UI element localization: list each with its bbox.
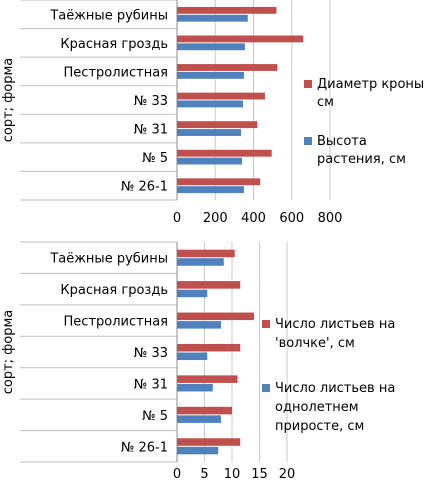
bar-red <box>177 92 265 100</box>
category-label: Пестролистная <box>64 315 168 330</box>
y-axis-title: сорт; форма <box>1 310 16 395</box>
bar-red <box>177 64 278 71</box>
legend-label: растения, см <box>317 152 406 167</box>
x-tick-label: 5 <box>200 467 208 482</box>
x-tick-label: 0 <box>173 467 181 482</box>
category-label: № 26-1 <box>121 440 168 455</box>
legend-label: приросте, см <box>275 419 364 434</box>
category-label: Красная гроздь <box>60 283 168 298</box>
legend-label: 'волчке', см <box>275 336 355 351</box>
x-tick-label: 0 <box>173 211 181 226</box>
bar-blue <box>177 352 208 361</box>
legend-swatch <box>262 320 270 328</box>
legend-swatch <box>262 384 270 392</box>
category-label: № 33 <box>134 94 168 109</box>
bar-red <box>177 406 232 415</box>
legend-label: однолетнем <box>275 400 359 415</box>
bar-red <box>177 343 241 352</box>
legend-label: Диаметр кроны <box>317 77 424 92</box>
category-label: Пестролистная <box>64 65 168 80</box>
bar-blue <box>177 157 243 165</box>
legend-label: Высота <box>317 134 367 149</box>
bar-red <box>177 6 277 14</box>
bar-blue <box>177 321 221 329</box>
bar-blue <box>177 186 244 194</box>
bar-blue <box>177 43 245 51</box>
x-tick-label: 15 <box>251 467 268 482</box>
x-tick-label: 20 <box>279 467 296 482</box>
x-tick-label: 200 <box>203 211 228 226</box>
bar-red <box>177 438 241 446</box>
x-tick-label: 400 <box>241 211 266 226</box>
category-label: № 5 <box>142 151 168 166</box>
legend-swatch <box>304 80 312 88</box>
bar-red <box>177 121 258 129</box>
bar-blue <box>177 258 224 266</box>
legend-label: Число листьев на <box>275 317 395 332</box>
bar-blue <box>177 71 244 79</box>
bar-blue <box>177 415 221 423</box>
category-label: № 26-1 <box>121 180 168 195</box>
chart-crown-height: 0 200 400 600 800 Таёжные рубины Красная грозд… <box>1 0 424 226</box>
bar-red <box>177 375 238 383</box>
legend-label: см <box>317 95 334 110</box>
bar-red <box>177 312 254 321</box>
bar-red <box>177 281 241 289</box>
x-tick-label: 600 <box>279 211 304 226</box>
bar-red <box>177 35 304 43</box>
category-label: Таёжные рубины <box>49 252 168 267</box>
bar-blue <box>177 14 248 22</box>
x-tick-label: 10 <box>224 467 241 482</box>
bar-blue <box>177 289 208 298</box>
bar-red <box>177 178 261 186</box>
category-label: № 31 <box>134 377 168 392</box>
bar-blue <box>177 383 213 392</box>
category-label: Красная гроздь <box>60 37 168 52</box>
legend-swatch <box>304 137 312 145</box>
bar-blue <box>177 446 219 455</box>
bar-red <box>177 249 235 258</box>
x-tick-label: 800 <box>318 211 343 226</box>
category-label: Таёжные рубины <box>49 8 168 23</box>
category-label: № 5 <box>142 409 168 424</box>
category-label: № 31 <box>134 123 168 138</box>
legend-label: Число листьев на <box>275 381 395 396</box>
category-label: № 33 <box>134 346 168 361</box>
bar-blue <box>177 100 243 108</box>
chart-leaf-count: 0 5 10 15 20 Таёжные рубины Красная гроздь Пест… <box>1 241 395 482</box>
bar-red <box>177 149 272 157</box>
bar-blue <box>177 129 242 136</box>
y-axis-title: сорт; форма <box>1 58 16 143</box>
